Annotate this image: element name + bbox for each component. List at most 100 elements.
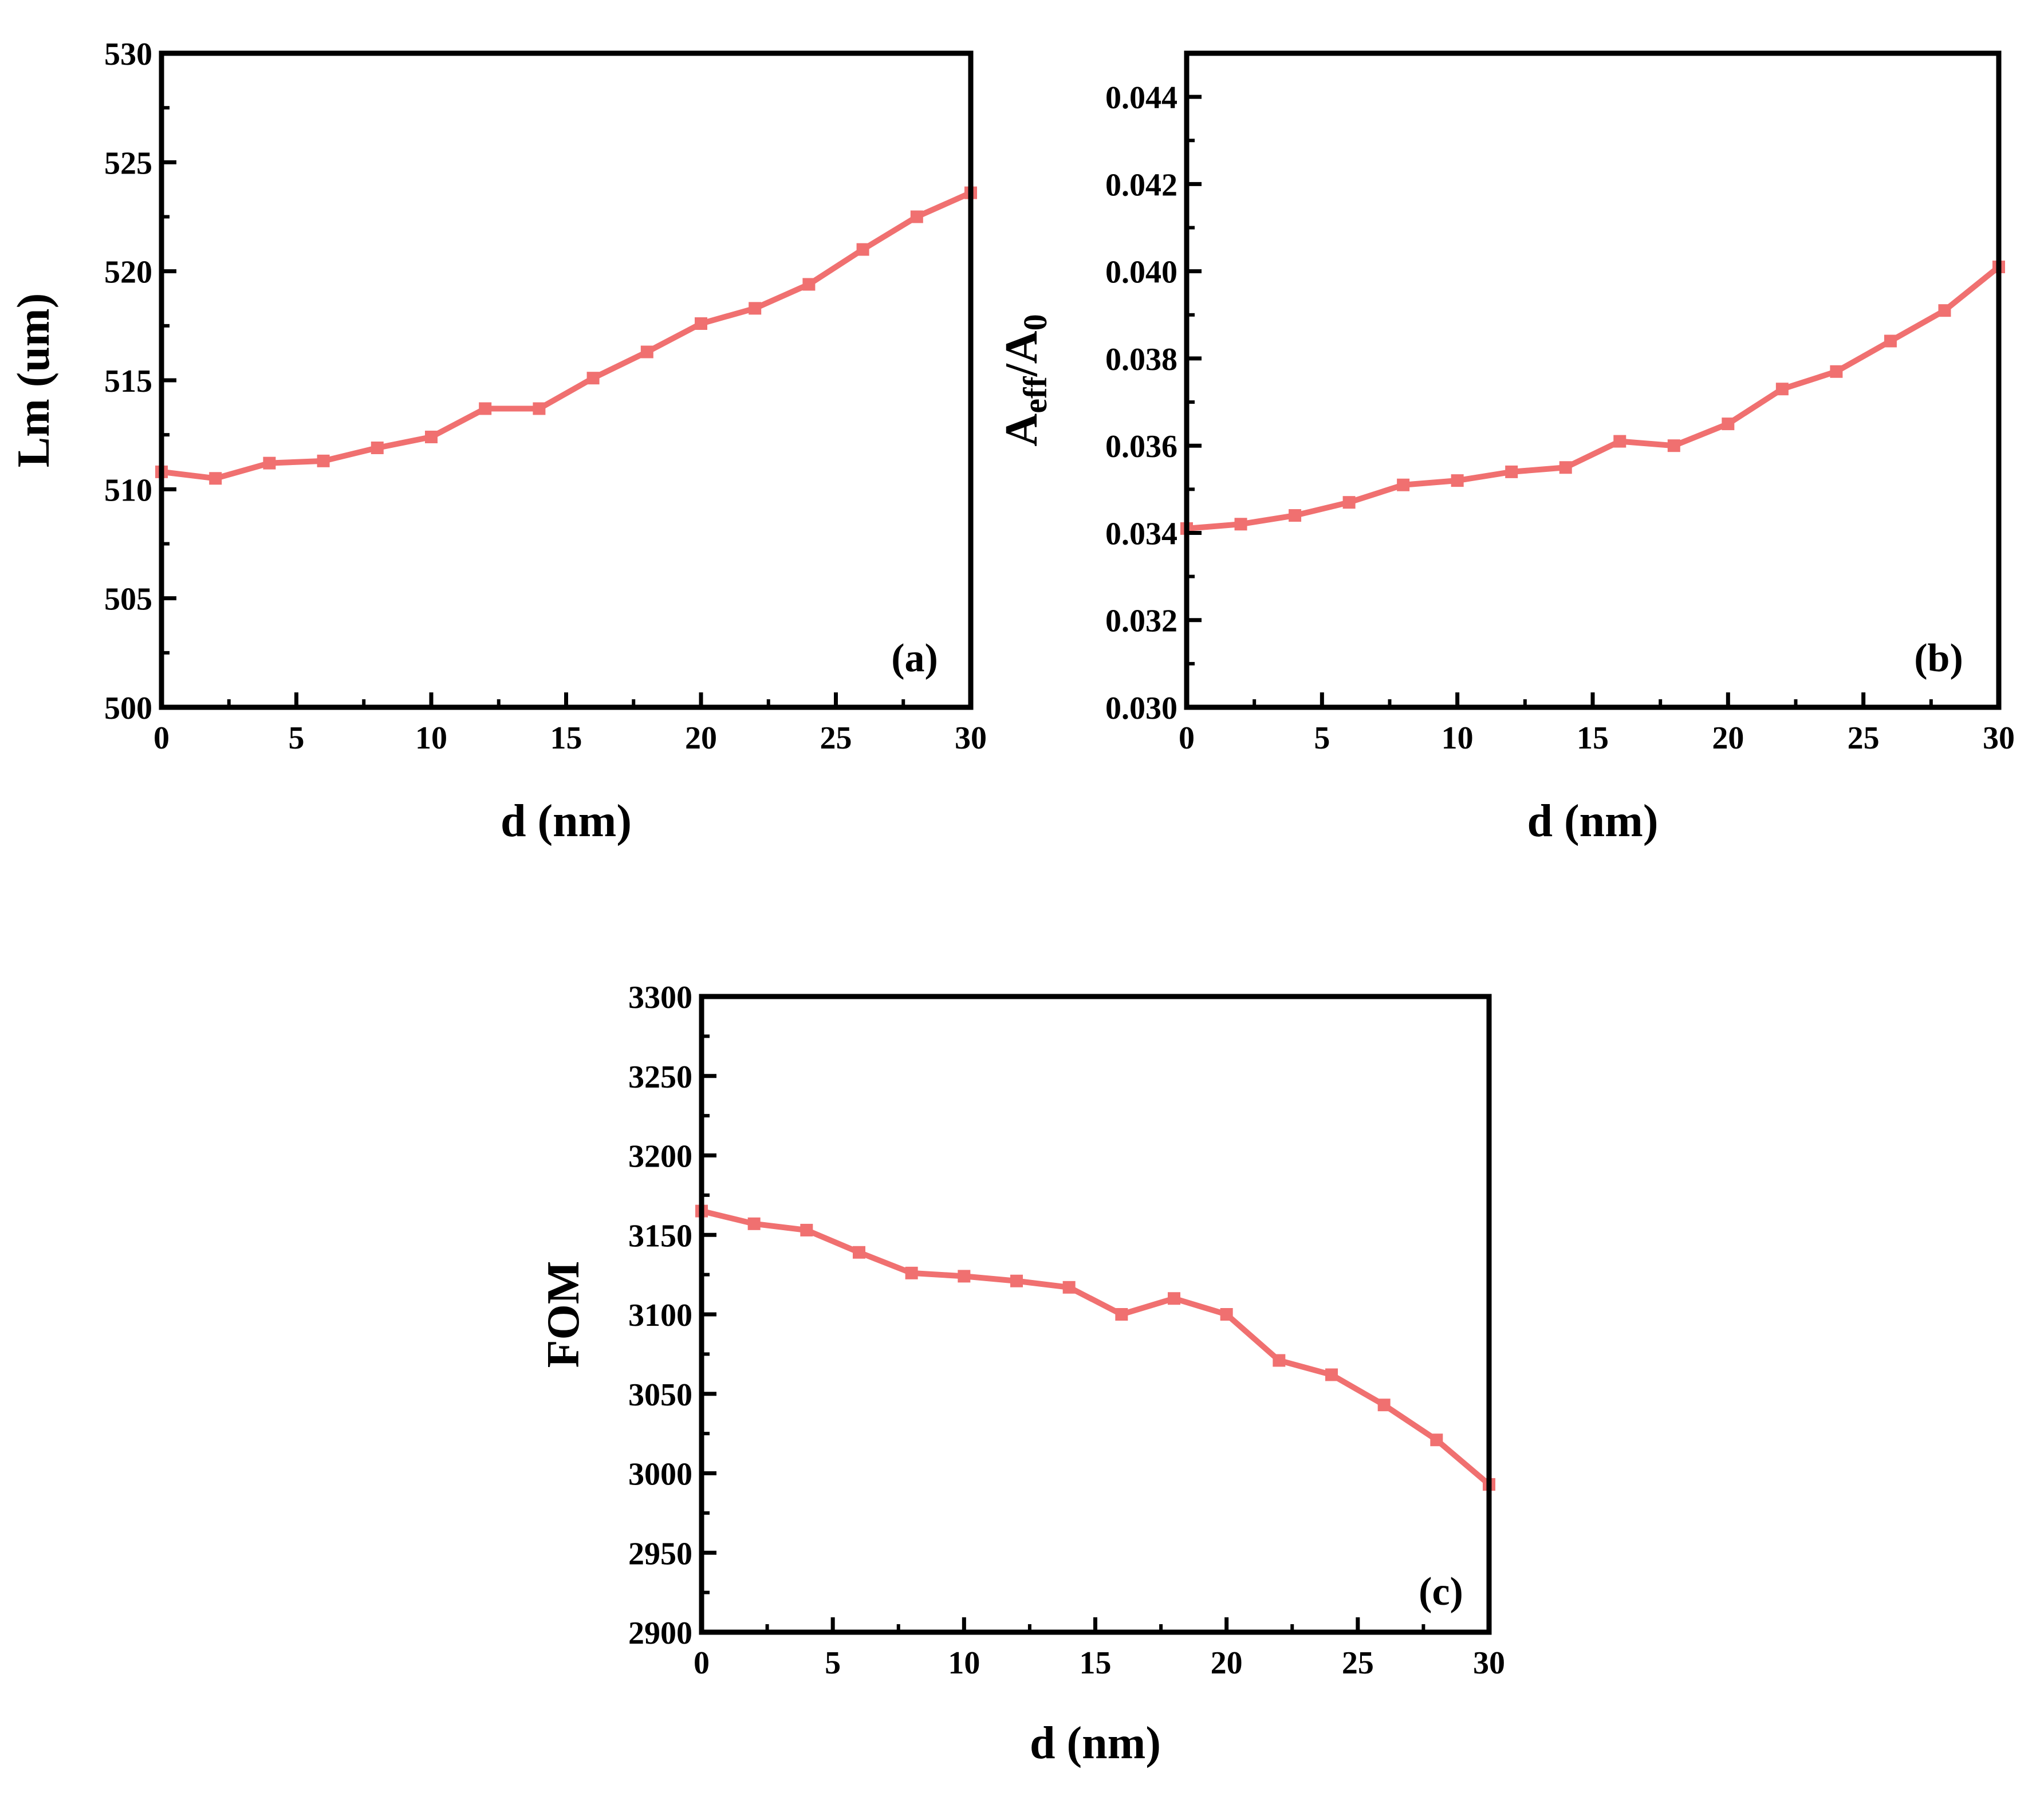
x-tick-label: 15	[1577, 720, 1609, 756]
data-point	[747, 1217, 761, 1230]
x-tick-label: 15	[1080, 1645, 1112, 1681]
x-tick-label: 20	[685, 720, 717, 756]
data-point	[856, 243, 869, 256]
y-tick-label: 3300	[628, 980, 692, 1015]
y-tick-label: 525	[104, 145, 152, 181]
data-point	[1938, 304, 1951, 317]
data-point	[1325, 1368, 1338, 1381]
data-point	[1884, 334, 1897, 348]
y-tick-label: 515	[104, 364, 152, 399]
x-tick-label: 20	[1712, 720, 1744, 756]
data-point	[1397, 478, 1410, 491]
data-point	[1451, 474, 1464, 487]
x-tick-label: 10	[948, 1645, 980, 1681]
x-tick-label: 30	[1473, 1645, 1505, 1681]
data-point	[1722, 418, 1735, 431]
y-tick-label: 3050	[628, 1377, 692, 1413]
y-tick-label: 0.044	[1105, 80, 1177, 116]
y-tick-label: 0.042	[1105, 167, 1177, 203]
y-tick-label: 3100	[628, 1298, 692, 1333]
x-tick-label: 10	[1442, 720, 1474, 756]
x-tick-label: 5	[825, 1645, 841, 1681]
data-point	[1559, 461, 1572, 474]
series-line	[161, 190, 972, 482]
panel-b-ticks: 0 5 10 15 20 25 30 0.030 0.032 0.034 0.036 0.038 0.0…	[1105, 80, 2015, 756]
data-point	[586, 372, 600, 385]
panel-c-frame	[699, 994, 1492, 1635]
data-point	[1613, 435, 1626, 448]
data-point	[1168, 1292, 1180, 1305]
panel-c-plot-area	[695, 1204, 1495, 1491]
x-tick-label: 0	[153, 720, 170, 756]
data-point	[1775, 383, 1789, 396]
panel-b-frame	[1184, 50, 2002, 710]
panel-c-ticks: 0 5 10 15 20 25 30 2900 2950 3000 3050 3100 3150 3200…	[628, 980, 1505, 1681]
y-tick-label: 0.032	[1105, 604, 1177, 639]
panel-b-x-axis-title: d (nm)	[1527, 796, 1659, 846]
y-tick-label: 3000	[628, 1457, 692, 1492]
data-point	[1115, 1308, 1128, 1321]
x-tick-label: 30	[1983, 720, 2015, 756]
panel-b-plot-area	[1180, 261, 2005, 535]
panel-b: 0 5 10 15 20 25 30 0.030 0.032 0.034 0.036 0.038 0.0…	[997, 50, 2015, 846]
data-point	[1220, 1308, 1233, 1321]
panel-b-y-title-sub1: eff	[1017, 376, 1054, 413]
y-tick-label: 500	[104, 691, 152, 726]
data-point	[1342, 496, 1356, 509]
x-tick-label: 0	[1179, 720, 1195, 756]
data-point	[1430, 1433, 1443, 1447]
panel-b-y-title-mid: /A	[997, 330, 1047, 377]
data-point	[1377, 1399, 1391, 1412]
y-tick-label: 2950	[628, 1536, 692, 1572]
data-point	[1505, 465, 1518, 478]
data-point	[1010, 1274, 1023, 1287]
data-point	[800, 1223, 813, 1236]
data-point	[958, 1270, 971, 1283]
x-tick-label: 25	[1342, 1645, 1374, 1681]
panel-a-frame	[159, 50, 974, 710]
data-point	[802, 278, 816, 291]
x-tick-label: 5	[1314, 720, 1330, 756]
data-point	[695, 317, 707, 330]
data-point	[1273, 1354, 1286, 1367]
y-tick-label: 0.038	[1105, 342, 1177, 377]
panel-c-x-axis-title: d (nm)	[1030, 1718, 1161, 1769]
y-tick-label: 520	[104, 255, 152, 290]
data-point	[1234, 518, 1247, 531]
data-point	[1289, 509, 1302, 522]
panel-b-y-axis-title: Aeff/A0	[997, 314, 1054, 446]
data-point	[479, 402, 492, 415]
data-point	[749, 302, 762, 315]
x-tick-label: 5	[289, 720, 305, 756]
y-tick-label: 3200	[628, 1139, 692, 1175]
data-point	[425, 430, 438, 443]
x-tick-label: 0	[694, 1645, 710, 1681]
data-point	[263, 456, 276, 470]
panel-c: 0 5 10 15 20 25 30 2900 2950 3000 3050 3100 3150 3200…	[538, 980, 1505, 1769]
panel-a-y-axis-title: Lm (um)	[9, 293, 59, 467]
data-point	[1667, 439, 1680, 452]
panel-a-x-axis-title: d (nm)	[501, 796, 632, 846]
y-tick-label: 3250	[628, 1060, 692, 1095]
data-point	[1062, 1281, 1076, 1294]
panel-c-y-axis-title: FOM	[538, 1261, 589, 1368]
x-tick-label: 25	[1848, 720, 1880, 756]
series-line	[1186, 265, 2001, 531]
panel-b-y-title-sub2: 0	[1017, 314, 1054, 330]
y-tick-label: 0.034	[1105, 516, 1177, 552]
data-point	[371, 442, 384, 455]
y-tick-label: 505	[104, 582, 152, 617]
panel-a-label: (a)	[891, 636, 938, 680]
x-tick-label: 25	[820, 720, 852, 756]
x-tick-label: 10	[415, 720, 447, 756]
y-tick-label: 0.030	[1105, 691, 1177, 726]
panel-c-label: (c)	[1419, 1570, 1463, 1614]
data-point	[905, 1266, 918, 1279]
series-line	[700, 1208, 1491, 1487]
panel-b-y-title-main: A	[997, 413, 1047, 447]
y-tick-label: 2900	[628, 1616, 692, 1651]
data-point	[317, 454, 330, 467]
data-point	[209, 472, 222, 485]
